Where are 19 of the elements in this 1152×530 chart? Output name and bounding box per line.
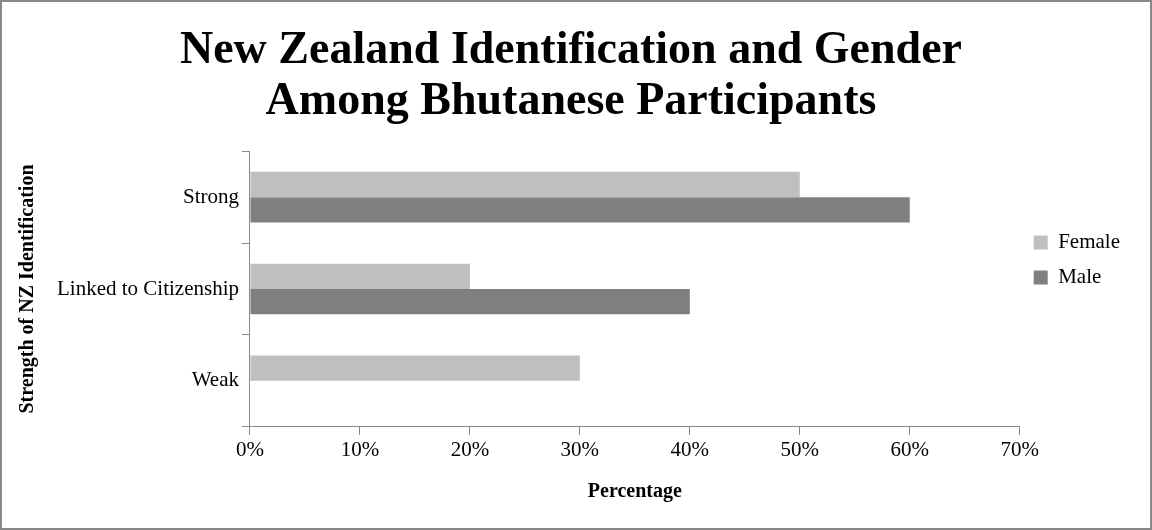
x-tick-label: 10% — [340, 436, 380, 461]
x-tick-label: 70% — [1000, 436, 1039, 461]
x-tick-label: 20% — [450, 436, 490, 461]
y-tick-label: Linked to Citizenship — [56, 275, 239, 300]
chart-title: New Zealand Identification and Gender Among Bhutanese Participants — [179, 22, 963, 124]
x-tick-label: 0% — [235, 436, 264, 461]
y-tick-label: Strong — [182, 183, 240, 208]
y-axis-title: Strength of NZ Identification — [15, 164, 39, 414]
bar — [250, 171, 800, 198]
x-tick-label: 50% — [780, 436, 820, 461]
x-axis-title: Percentage — [587, 479, 682, 503]
x-tick-label: 30% — [560, 436, 600, 461]
y-tick-label: Weak — [191, 367, 240, 392]
legend-label: Female — [1058, 229, 1120, 254]
bar — [250, 355, 580, 381]
bar — [250, 263, 470, 289]
x-tick-label: 60% — [890, 436, 929, 461]
legend-label: Male — [1058, 264, 1102, 289]
x-tick-label: 40% — [670, 436, 710, 461]
